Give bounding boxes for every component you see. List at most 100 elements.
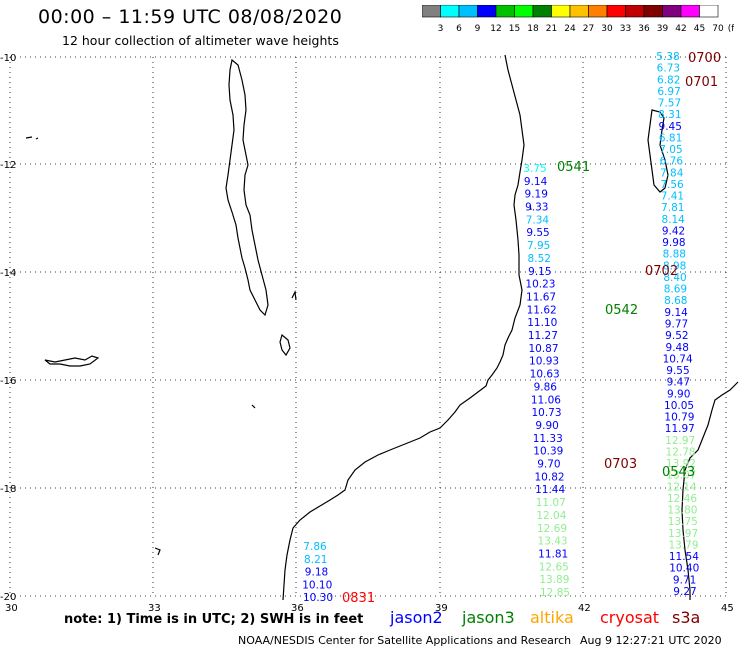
lat-lon-grid bbox=[9, 56, 727, 597]
lake-shape bbox=[44, 355, 100, 367]
scale-label: 33 bbox=[620, 24, 631, 34]
wave-height-value: 3.75 bbox=[523, 163, 546, 175]
satellite-legend-item: cryosat bbox=[600, 608, 660, 627]
wave-height-value: 10.74 bbox=[663, 353, 693, 365]
island bbox=[25, 136, 39, 140]
scale-label: 3 bbox=[438, 24, 444, 34]
scale-label: 27 bbox=[583, 24, 594, 34]
wave-height-value: 8.14 bbox=[661, 214, 685, 226]
wave-height-value: 10.63 bbox=[530, 369, 560, 381]
pass-label: 0702 bbox=[645, 264, 678, 279]
scale-swatch bbox=[699, 5, 719, 18]
wave-height-value: 10.39 bbox=[533, 446, 563, 458]
wave-height-value: 9.15 bbox=[528, 266, 551, 278]
wave-height-value: 6.73 bbox=[657, 63, 680, 75]
island bbox=[251, 404, 256, 409]
wave-height-value: 8.31 bbox=[658, 109, 681, 121]
lat-label: -14 bbox=[0, 268, 16, 279]
lon-label: 42 bbox=[578, 603, 591, 614]
wave-height-value: 11.10 bbox=[527, 317, 557, 329]
wave-height-value: 9.98 bbox=[662, 237, 685, 249]
pass-label: 0543 bbox=[662, 465, 695, 480]
wave-height-value: 5.38 bbox=[656, 51, 679, 63]
wave-height-value: 7.57 bbox=[658, 98, 681, 110]
wave-height-value: 9.33 bbox=[525, 202, 548, 214]
wave-height-value: 6.81 bbox=[659, 132, 682, 144]
island bbox=[529, 204, 532, 211]
wave-height-value: 10.73 bbox=[531, 407, 561, 419]
wave-height-value: 13.89 bbox=[539, 574, 569, 586]
wave-height-value: 13.79 bbox=[668, 539, 698, 551]
wave-height-value: 9.14 bbox=[524, 176, 548, 188]
lat-label: -10 bbox=[0, 53, 16, 64]
wave-height-value: 9.55 bbox=[526, 227, 549, 239]
wave-height-value: 9.42 bbox=[662, 225, 685, 237]
scale-label: (ft) bbox=[728, 24, 734, 34]
wave-height-value: 9.14 bbox=[664, 307, 688, 319]
wave-height-value: 11.97 bbox=[665, 423, 695, 435]
wave-height-value: 12.85 bbox=[540, 587, 570, 599]
lon-label: 45 bbox=[721, 603, 734, 614]
lake-shape bbox=[279, 333, 291, 357]
satellite-legend-item: altika bbox=[530, 608, 574, 627]
wave-height-value: 9.77 bbox=[665, 319, 688, 331]
wave-height-value: 9.55 bbox=[666, 365, 689, 377]
scale-label: 21 bbox=[546, 24, 557, 34]
map-title: 00:00 – 11:59 UTC 08/08/2020 bbox=[38, 6, 343, 28]
satellite-legend-item: jason3 bbox=[462, 608, 515, 627]
wave-height-value: 10.93 bbox=[529, 356, 559, 368]
wave-height-value: 9.48 bbox=[666, 342, 689, 354]
wave-height-value: 7.41 bbox=[661, 191, 684, 203]
scale-label: 18 bbox=[527, 24, 539, 34]
lon-label: 36 bbox=[291, 603, 304, 614]
wave-height-value: 9.19 bbox=[525, 189, 548, 201]
wave-height-value: 9.86 bbox=[534, 381, 558, 393]
wave-height-value: 7.86 bbox=[303, 541, 327, 553]
pass-label: 0541 bbox=[557, 160, 590, 175]
lat-label: -20 bbox=[0, 592, 16, 603]
scale-label: 12 bbox=[490, 24, 501, 34]
wave-height-labels: 5.386.736.826.977.578.319.456.817.056.76… bbox=[302, 51, 699, 604]
wave-height-value: 7.34 bbox=[526, 214, 550, 226]
wave-height-value: 10.23 bbox=[525, 279, 555, 291]
scale-label: 70 bbox=[712, 24, 724, 34]
wave-height-value: 11.06 bbox=[531, 394, 561, 406]
wave-height-value: 12.69 bbox=[537, 523, 567, 535]
scale-label: 42 bbox=[675, 24, 686, 34]
map-subtitle: 12 hour collection of altimeter wave hei… bbox=[62, 33, 339, 48]
wave-height-value: 11.07 bbox=[536, 497, 566, 509]
footer-note: note: 1) Time is in UTC; 2) SWH is in fe… bbox=[64, 612, 364, 627]
scale-label: 9 bbox=[475, 24, 481, 34]
wave-height-value: 7.81 bbox=[661, 202, 684, 214]
footer-timestamp: Aug 9 12:27:21 UTC 2020 bbox=[580, 634, 722, 647]
scale-label: 45 bbox=[694, 24, 705, 34]
satellite-legend-item: jason2 bbox=[390, 608, 443, 627]
wave-height-value: 9.52 bbox=[665, 330, 688, 342]
scale-label: 24 bbox=[564, 24, 576, 34]
wave-height-value: 11.62 bbox=[527, 304, 557, 316]
lat-label: -12 bbox=[0, 160, 16, 171]
wave-height-value: 11.33 bbox=[533, 433, 563, 445]
wave-height-value: 10.87 bbox=[528, 343, 558, 355]
lake-malawi bbox=[225, 58, 269, 317]
wave-height-value: 6.76 bbox=[660, 156, 684, 168]
pass-label: 0542 bbox=[605, 303, 638, 318]
wave-height-value: 12.78 bbox=[666, 446, 696, 458]
wave-height-value: 10.40 bbox=[669, 563, 699, 575]
pass-id-labels: 0700 0701 0541 0702 0542 0703 0543 0831 bbox=[342, 51, 721, 606]
pass-label: 0703 bbox=[604, 457, 637, 472]
island bbox=[154, 547, 161, 556]
madagascar-coast bbox=[681, 381, 739, 600]
satellite-legend-item: s3a bbox=[672, 608, 701, 627]
wave-height-value: 8.69 bbox=[664, 284, 687, 296]
wave-height-value: 6.97 bbox=[657, 86, 680, 98]
lat-label: -16 bbox=[0, 376, 16, 387]
wave-height-value: 12.97 bbox=[665, 435, 695, 447]
pass-label: 0700 bbox=[688, 51, 721, 66]
wave-height-value: 10.05 bbox=[664, 400, 694, 412]
wave-height-value: 9.70 bbox=[537, 459, 560, 471]
wave-height-value: 9.27 bbox=[673, 586, 696, 598]
wave-height-value: 13.92 bbox=[666, 458, 696, 470]
